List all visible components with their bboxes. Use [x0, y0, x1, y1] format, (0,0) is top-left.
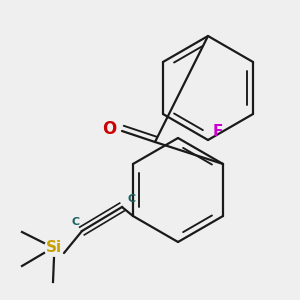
Text: Si: Si [46, 241, 62, 256]
Text: F: F [213, 124, 224, 140]
Text: C: C [127, 194, 135, 204]
Text: C: C [72, 217, 80, 227]
Text: O: O [102, 120, 116, 138]
